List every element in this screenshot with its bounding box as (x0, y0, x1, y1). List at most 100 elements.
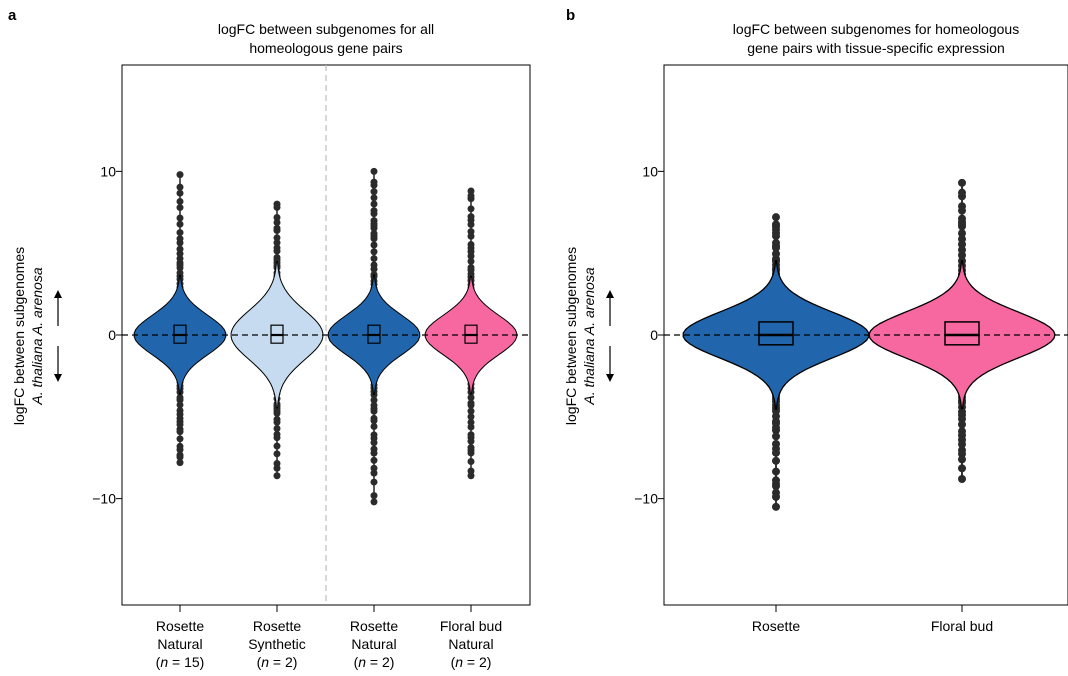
outlier-point (467, 257, 475, 265)
panel-b-title-line-1: logFC between subgenomes for homeologous (733, 21, 1019, 37)
panel-b-y-axis-subtitle: A. thaliana A. arenosa (581, 267, 597, 405)
panel-b-y-axis-label: logFC between subgenomes (563, 247, 579, 425)
violin-4 (424, 187, 518, 480)
outlier-point (176, 235, 184, 243)
outlier-point (370, 417, 378, 425)
outlier-point (467, 437, 475, 445)
violin-3 (327, 167, 421, 506)
outlier-point (467, 413, 475, 421)
outlier-point (370, 492, 378, 500)
n-symbol: n (455, 654, 463, 670)
outlier-point (273, 434, 281, 442)
n-open-paren: ( (451, 654, 456, 670)
outlier-point (176, 214, 184, 222)
outlier-point (370, 241, 378, 249)
outlier-point (176, 183, 184, 191)
outlier-point (273, 234, 281, 242)
outlier-point (273, 472, 281, 480)
panel-b-up-arrowhead (606, 290, 614, 298)
panel-b: b logFC between subgenomes for homeologo… (563, 7, 1068, 634)
violin-2 (868, 178, 1056, 483)
outlier-point (772, 213, 780, 222)
outlier-point (176, 428, 184, 436)
outlier-point (176, 254, 184, 262)
outlier-point (772, 467, 780, 476)
panel-a-up-arrowhead (54, 290, 62, 298)
outlier-point (958, 188, 966, 197)
n-open-paren: ( (354, 654, 359, 670)
outlier-point (467, 228, 475, 236)
panel-a-letter: a (8, 7, 17, 24)
outlier-point (273, 254, 281, 262)
outlier-point (370, 200, 378, 208)
y-tick-label: 10 (642, 163, 658, 179)
category-label: Natural (157, 636, 202, 652)
panel-a-y-axis: −10 0 10 (92, 163, 122, 507)
outlier-point (273, 418, 281, 426)
y-tick-label: −10 (634, 491, 658, 507)
panel-a-down-arrowhead (54, 374, 62, 382)
outlier-point (370, 261, 378, 269)
outlier-point (958, 449, 966, 458)
category-n-label: (n = 2) (354, 654, 395, 670)
category-n-label: (n = 2) (257, 654, 298, 670)
panel-a-title-line-1: logFC between subgenomes for all (218, 21, 434, 37)
panel-b-letter: b (566, 7, 575, 24)
outlier-point (176, 396, 184, 404)
outlier-point (370, 478, 378, 486)
outlier-point (958, 455, 966, 464)
outlier-point (772, 426, 780, 435)
outlier-point (772, 249, 780, 258)
outlier-point (958, 202, 966, 211)
n-value: = 2) (269, 654, 297, 670)
outlier-point (370, 178, 378, 186)
outlier-point (467, 407, 475, 415)
outlier-point (176, 435, 184, 443)
outlier-point (273, 425, 281, 433)
outlier-point (467, 241, 475, 249)
outlier-point (467, 187, 475, 195)
n-symbol: n (261, 654, 269, 670)
outlier-point (467, 449, 475, 457)
category-label: Rosette (350, 618, 398, 634)
outlier-point (772, 502, 780, 511)
outlier-point (176, 401, 184, 409)
outlier-point (958, 214, 966, 223)
outlier-point (273, 464, 281, 472)
outlier-point (370, 498, 378, 506)
category-n-label: (n = 2) (451, 654, 492, 670)
panel-a: a logFC between subgenomes for all homeo… (8, 7, 531, 670)
outlier-point (467, 205, 475, 213)
outlier-point (176, 204, 184, 212)
violin-1 (133, 171, 227, 467)
panel-a-y-axis-sublabel: A. thaliana A. arenosa (29, 267, 45, 405)
outlier-point (772, 238, 780, 247)
n-open-paren: ( (257, 654, 262, 670)
outlier-point (273, 409, 281, 417)
outlier-point (370, 207, 378, 215)
y-tick-label: −10 (92, 491, 116, 507)
outlier-point (467, 393, 475, 401)
outlier-point (370, 449, 378, 457)
outlier-point (958, 464, 966, 473)
outlier-point (958, 440, 966, 449)
n-symbol: n (358, 654, 366, 670)
category-label: Floral bud (440, 618, 502, 634)
outlier-point (176, 245, 184, 253)
outlier-point (467, 457, 475, 465)
outlier-point (467, 472, 475, 480)
outlier-point (176, 269, 184, 277)
outlier-point (370, 456, 378, 464)
outlier-point (176, 220, 184, 228)
outlier-point (176, 171, 184, 179)
outlier-point (467, 401, 475, 409)
outlier-point (176, 189, 184, 197)
outlier-point (273, 224, 281, 232)
outlier-point (958, 229, 966, 238)
outlier-point (958, 178, 966, 187)
n-value: = 2) (463, 654, 491, 670)
category-label: Natural (448, 636, 493, 652)
panel-b-y-axis: −10 0 10 (634, 163, 664, 507)
n-symbol: n (160, 654, 168, 670)
